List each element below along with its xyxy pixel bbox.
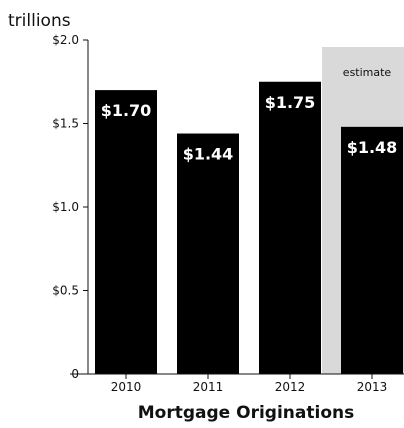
estimate-label: estimate <box>343 66 392 79</box>
bar-2010 <box>95 90 157 374</box>
y-tick-label: $2.0 <box>52 33 79 47</box>
y-axis-unit-label: trillions <box>8 11 71 31</box>
data-label-2011: $1.44 <box>183 145 234 164</box>
bars-group <box>95 81 403 374</box>
data-label-2012: $1.75 <box>265 93 316 112</box>
x-ticks-group: 2010 2011 2012 2013 <box>111 374 388 394</box>
bar-2011 <box>177 133 239 374</box>
data-labels-group: $1.70 $1.44 $1.75 $1.48 <box>101 93 398 164</box>
data-label-2010: $1.70 <box>101 101 152 120</box>
x-tick-label-2012: 2012 <box>275 380 306 394</box>
chart-title: Mortgage Originations <box>138 403 354 423</box>
x-tick-label-2011: 2011 <box>193 380 224 394</box>
bar-2012 <box>259 81 321 374</box>
y-tick-label: $1.5 <box>52 117 79 131</box>
x-tick-label-2010: 2010 <box>111 380 142 394</box>
y-tick-label: $0.5 <box>52 284 79 298</box>
y-ticks-group: 0$0.5$1.0$1.5$2.0 <box>52 33 88 381</box>
y-tick-label: $1.0 <box>52 200 79 214</box>
bar-2013 <box>341 126 403 374</box>
x-tick-label-2013: 2013 <box>357 380 388 394</box>
data-label-2013: $1.48 <box>347 138 398 157</box>
